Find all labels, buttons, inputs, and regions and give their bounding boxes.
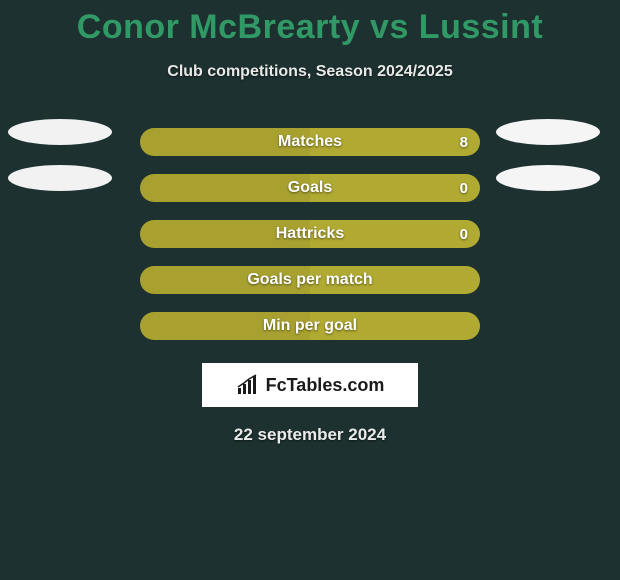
footer-date: 22 september 2024 <box>0 425 620 445</box>
page-subtitle: Club competitions, Season 2024/2025 <box>0 63 620 81</box>
stat-row: Hattricks0 <box>0 211 620 257</box>
stat-bar-label: Goals <box>140 174 480 202</box>
brand-text: FcTables.com <box>266 375 385 396</box>
stat-rows: Matches8Goals0Hattricks0Goals per matchM… <box>0 119 620 349</box>
stat-bar-value-right: 0 <box>460 174 468 202</box>
stat-bar: Goals per match <box>140 266 480 294</box>
stat-bar-label: Matches <box>140 128 480 156</box>
left-player-marker <box>8 119 112 145</box>
stat-bar-value-right: 0 <box>460 220 468 248</box>
stat-row: Goals0 <box>0 165 620 211</box>
stat-bar: Min per goal <box>140 312 480 340</box>
stat-row: Goals per match <box>0 257 620 303</box>
brand-chart-icon <box>236 374 262 396</box>
stat-row: Min per goal <box>0 303 620 349</box>
stat-row: Matches8 <box>0 119 620 165</box>
brand-box: FcTables.com <box>202 363 418 407</box>
stat-bar: Hattricks0 <box>140 220 480 248</box>
left-player-marker <box>8 165 112 191</box>
stat-bar-value-right: 8 <box>460 128 468 156</box>
stat-bar-label: Goals per match <box>140 266 480 294</box>
stat-bar: Goals0 <box>140 174 480 202</box>
page-title: Conor McBrearty vs Lussint <box>0 0 620 47</box>
stat-bar-label: Hattricks <box>140 220 480 248</box>
right-player-marker <box>496 165 600 191</box>
stat-bar: Matches8 <box>140 128 480 156</box>
right-player-marker <box>496 119 600 145</box>
stat-bar-label: Min per goal <box>140 312 480 340</box>
